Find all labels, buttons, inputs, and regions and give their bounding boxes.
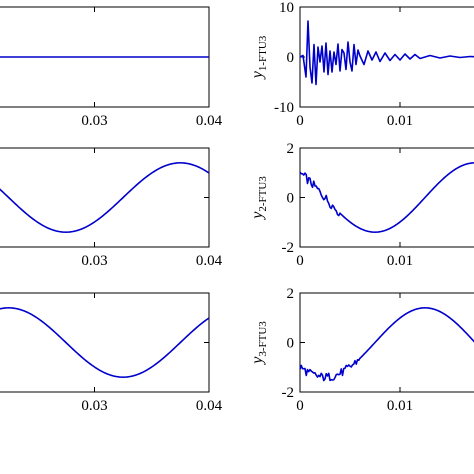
y-axis-label: y3-FTU3 <box>249 321 269 366</box>
y-axis-label: y1-FTU3 <box>249 35 269 80</box>
x-tick-label: 0.03 <box>81 113 107 129</box>
x-tick-label: 0.04 <box>196 113 223 129</box>
y-tick-label: -2 <box>282 385 295 401</box>
axes-frame <box>0 292 210 393</box>
y-tick-label: -10 <box>274 100 294 116</box>
x-tick-label: 0.01 <box>387 113 413 129</box>
series-line <box>299 307 474 382</box>
series-line <box>0 307 210 378</box>
x-tick-label: 0 <box>296 253 304 269</box>
panel-left-bottom: 0.03 0.04 <box>0 292 223 414</box>
y-tick-label: -2 <box>282 240 295 256</box>
y-tick-label: 2 <box>287 286 295 302</box>
panel-left-middle: 0.03 0.04 <box>0 147 223 269</box>
x-tick-label: 0 <box>296 113 304 129</box>
x-tick-label: 0.01 <box>387 253 413 269</box>
panel-left-top: 0.03 0.04 <box>0 6 223 129</box>
y-tick-label: 0 <box>287 336 295 352</box>
y-tick-label: 0 <box>287 191 295 207</box>
x-tick-label: 0 <box>296 398 304 414</box>
y-tick-label: 10 <box>279 0 294 16</box>
x-tick-label: 0.01 <box>387 398 413 414</box>
series-line <box>0 162 210 233</box>
series-line <box>299 162 474 233</box>
y-tick-label: 0 <box>287 50 295 66</box>
series-line <box>299 20 474 86</box>
x-tick-label: 0.04 <box>196 398 223 414</box>
x-tick-label: 0.03 <box>81 398 107 414</box>
x-tick-label: 0.04 <box>196 253 223 269</box>
x-tick-label: 0.03 <box>81 253 107 269</box>
y-axis-label: y2-FTU3 <box>249 176 269 221</box>
y-tick-label: 2 <box>287 141 295 157</box>
